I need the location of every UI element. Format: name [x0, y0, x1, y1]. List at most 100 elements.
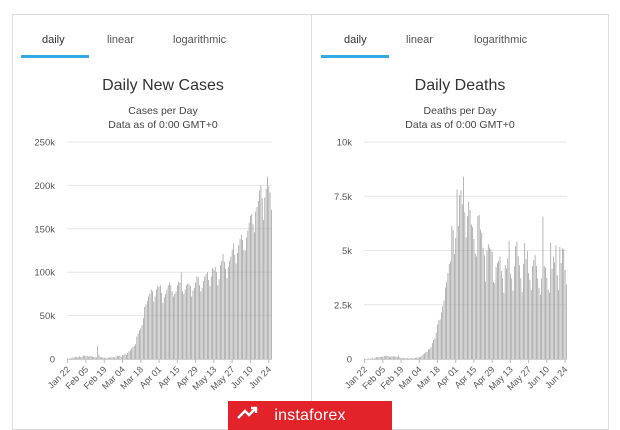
y-tick-label: 2.5k	[334, 300, 352, 311]
bar	[197, 277, 199, 359]
bar	[90, 356, 92, 359]
bar	[539, 294, 541, 359]
bar	[489, 247, 490, 359]
bar	[267, 176, 268, 359]
bar	[472, 227, 474, 359]
bar	[425, 352, 427, 359]
bar	[533, 260, 535, 359]
bar	[443, 300, 445, 359]
y-tick-label: 10k	[337, 138, 353, 149]
bar	[247, 230, 249, 359]
bar	[430, 347, 432, 359]
bar	[417, 357, 419, 359]
bar	[69, 358, 71, 359]
bar	[378, 357, 380, 359]
active-tab-indicator	[21, 55, 89, 58]
bar	[516, 241, 518, 359]
bar	[413, 358, 415, 359]
bar	[431, 343, 433, 359]
bar	[210, 276, 212, 359]
bar	[216, 272, 217, 359]
bar	[191, 296, 193, 359]
bar	[144, 306, 146, 359]
bar	[385, 356, 386, 359]
bar	[75, 357, 76, 359]
bar	[400, 357, 402, 359]
y-tick-label: 50k	[40, 311, 56, 322]
bar	[532, 266, 533, 359]
bar	[192, 290, 194, 359]
tab-daily[interactable]: daily	[344, 34, 367, 46]
bar	[537, 278, 539, 359]
bar	[256, 207, 258, 359]
bar	[490, 249, 492, 359]
bar	[551, 268, 553, 359]
bar	[464, 212, 466, 359]
bar	[452, 230, 454, 359]
bar	[81, 357, 83, 359]
bar	[112, 357, 114, 359]
bar	[391, 356, 393, 359]
bar	[182, 291, 183, 359]
tab-linear[interactable]: linear	[406, 34, 433, 46]
bar	[536, 265, 537, 359]
bar	[72, 357, 74, 359]
bar	[270, 209, 272, 359]
bar	[143, 318, 144, 359]
bar	[67, 358, 69, 359]
bar	[491, 251, 493, 359]
bar	[525, 258, 527, 359]
chart-subtitle-line-1: Cases per Day	[128, 105, 198, 117]
bar	[439, 319, 441, 359]
bar	[411, 358, 412, 359]
bar	[157, 286, 159, 359]
tab-logarithmic[interactable]: logarithmic	[173, 34, 227, 46]
bar	[126, 355, 127, 359]
bar	[396, 356, 398, 359]
tab-daily[interactable]: daily	[42, 34, 65, 46]
bar	[97, 345, 99, 359]
bar	[565, 284, 567, 359]
bar	[448, 263, 450, 359]
bar	[484, 255, 485, 359]
bar	[390, 356, 392, 359]
bar	[485, 281, 487, 359]
bar	[154, 296, 156, 359]
bar	[116, 355, 118, 359]
bar	[92, 356, 93, 359]
bar	[507, 258, 509, 359]
bar	[222, 253, 224, 359]
bar	[237, 253, 238, 359]
bar	[555, 245, 557, 359]
bar	[389, 356, 390, 359]
bar	[404, 357, 406, 359]
bar	[556, 275, 558, 359]
bar	[438, 320, 440, 359]
tab-logarithmic[interactable]: logarithmic	[474, 34, 528, 46]
bar	[163, 297, 165, 359]
bar	[93, 356, 95, 359]
bar	[226, 278, 228, 359]
bar	[412, 358, 414, 359]
bar	[512, 290, 514, 359]
tab-linear[interactable]: linear	[107, 34, 134, 46]
bar	[174, 293, 176, 359]
bar	[86, 355, 88, 359]
bar	[208, 280, 210, 359]
bar	[444, 287, 446, 359]
bar	[111, 357, 113, 359]
bar	[450, 261, 451, 359]
active-tab-indicator	[321, 55, 389, 58]
bar	[230, 256, 232, 359]
bar	[461, 204, 463, 359]
bar	[110, 356, 112, 359]
bar	[107, 357, 109, 359]
bar	[481, 232, 483, 359]
bar	[255, 211, 257, 359]
bar	[395, 356, 397, 359]
bar	[148, 296, 149, 359]
bar	[399, 357, 401, 359]
bar	[511, 278, 513, 359]
bar	[146, 300, 148, 359]
